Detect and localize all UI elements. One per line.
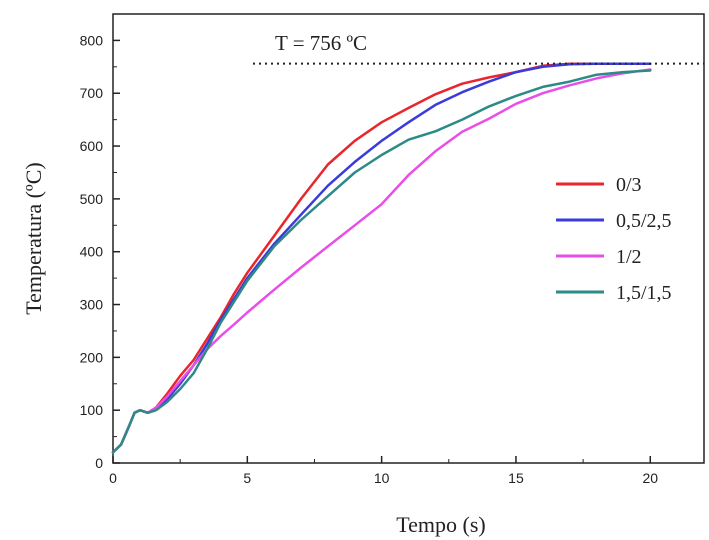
y-tick-label: 500: [80, 191, 104, 207]
series-line-3: [111, 68, 652, 454]
legend-label-2: 0,5/2,5: [616, 210, 672, 232]
threshold-label: T = 756 ºC: [275, 31, 367, 55]
legend-label-3: 1/2: [616, 246, 642, 268]
y-tick-label: 600: [80, 138, 104, 154]
x-tick-label: 10: [374, 470, 390, 486]
x-tick-label: 15: [508, 470, 524, 486]
x-axis-title: Tempo (s): [396, 512, 486, 537]
y-tick-label: 0: [95, 455, 103, 471]
x-tick-label: 5: [243, 470, 251, 486]
y-tick-label: 100: [80, 402, 104, 418]
legend-label-4: 1,5/1,5: [616, 282, 672, 304]
y-tick-label: 300: [80, 297, 104, 313]
legend: 0/3 0,5/2,5 1/2 1,5/1,5: [556, 174, 672, 304]
series-line-4: [111, 69, 652, 454]
series-lines: [111, 62, 652, 454]
plot-frame: [112, 13, 705, 464]
y-tick-label: 800: [80, 32, 104, 48]
y-axis-title: Temperatura (ºC): [21, 162, 46, 315]
x-tick-label: 0: [109, 470, 117, 486]
y-tick-label: 200: [80, 349, 104, 365]
x-tick-label: 20: [642, 470, 658, 486]
legend-label-1: 0/3: [616, 174, 642, 196]
y-tick-label: 400: [80, 244, 104, 260]
series-line-1: [111, 62, 652, 454]
y-tick-label: 700: [80, 85, 104, 101]
